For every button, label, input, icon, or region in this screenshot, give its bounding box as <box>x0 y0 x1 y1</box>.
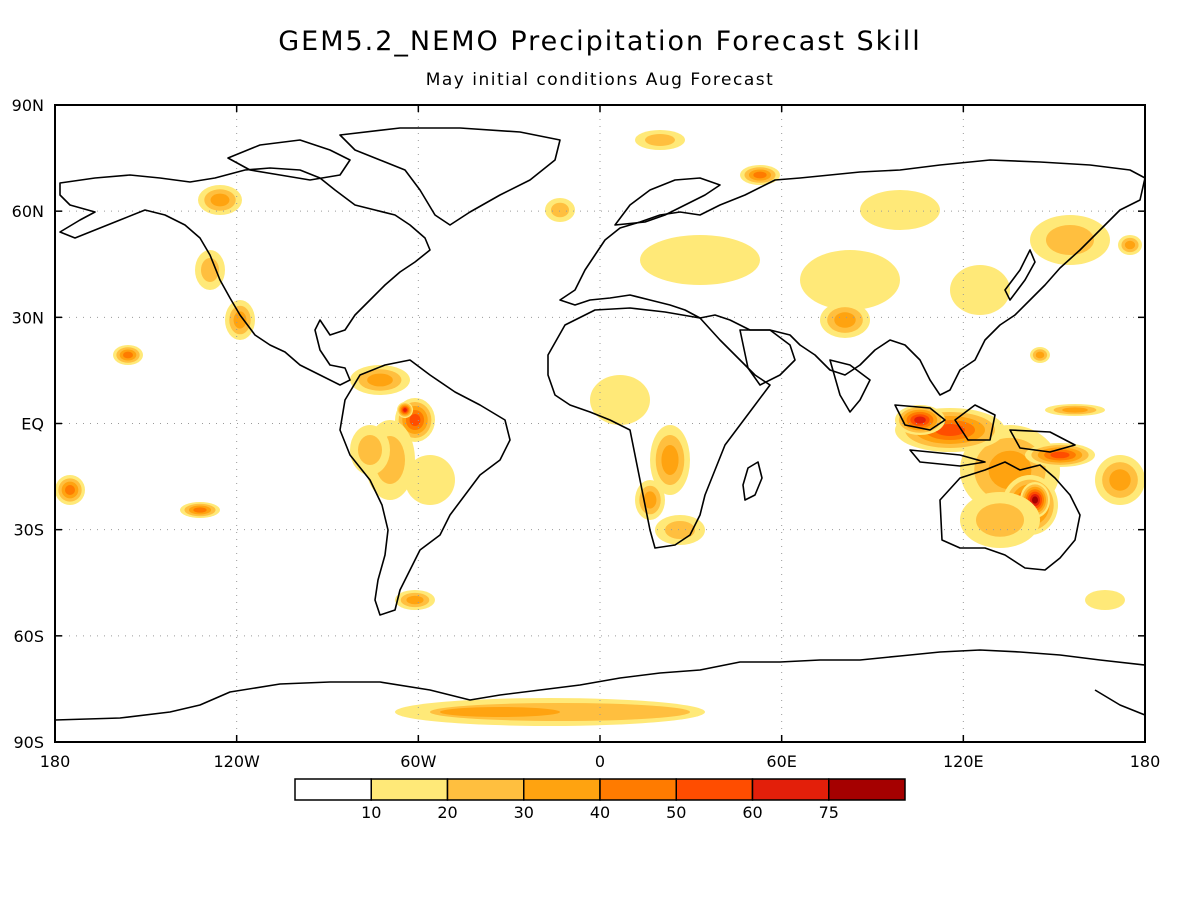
skill-patch <box>950 265 1010 315</box>
skill-patch <box>860 190 940 230</box>
skill-patch <box>405 455 455 505</box>
skill-patch <box>1035 351 1045 359</box>
skill-patch <box>193 507 207 513</box>
longitude-labels: 180 120W 60W 0 60E 120E 180 <box>40 752 1161 771</box>
lat-label: 30S <box>13 521 44 540</box>
lat-label: 90S <box>13 733 44 752</box>
skill-patch <box>1032 496 1038 504</box>
skill-patch <box>645 134 675 146</box>
lat-label: 30N <box>12 308 44 327</box>
lon-label: 120W <box>213 752 260 771</box>
colorbar-swatch <box>294 778 372 801</box>
map-title: GEM5.2_NEMO Precipitation Forecast Skill <box>278 26 922 57</box>
coastlines <box>54 127 1146 721</box>
colorbar-label: 75 <box>819 803 839 822</box>
skill-patch <box>367 373 393 387</box>
colorbar-swatch <box>675 778 754 801</box>
skill-patch <box>800 250 900 310</box>
skill-patch <box>935 424 965 436</box>
lon-label: 0 <box>595 752 605 771</box>
skill-patch <box>1109 469 1131 491</box>
colorbar-label: 10 <box>361 803 381 822</box>
skill-patch <box>201 258 219 282</box>
skill-patch <box>590 375 650 425</box>
lon-label: 180 <box>1130 752 1161 771</box>
colorbar-swatch <box>828 778 906 801</box>
colorbar-label: 20 <box>437 803 457 822</box>
axis-ticks <box>54 104 1146 743</box>
colorbar-label: 60 <box>742 803 762 822</box>
skill-patch <box>1062 407 1088 413</box>
lon-label: 180 <box>40 752 71 771</box>
skill-patch <box>753 171 767 179</box>
skill-patch <box>834 312 856 328</box>
lon-label: 120E <box>943 752 984 771</box>
skill-patch <box>1085 590 1125 610</box>
colorbar-swatch <box>446 778 525 801</box>
skill-patch <box>976 503 1024 537</box>
skill-shading <box>55 130 1145 726</box>
latitude-labels: 90N 60N 30N EQ 30S 60S 90S <box>12 96 44 752</box>
skill-patch <box>123 351 133 359</box>
skill-patch <box>643 491 657 509</box>
skill-patch <box>665 521 695 539</box>
skill-patch <box>210 193 230 207</box>
lon-label: 60W <box>400 752 436 771</box>
map-subtitle: May initial conditions Aug Forecast <box>425 70 775 90</box>
colorbar-swatch <box>523 778 601 801</box>
colorbar <box>294 778 906 801</box>
skill-patch <box>914 416 926 424</box>
skill-patch <box>65 485 75 495</box>
lon-label: 60E <box>766 752 796 771</box>
lat-label: 60N <box>12 202 44 221</box>
skill-patch <box>551 202 569 218</box>
lat-label: 90N <box>12 96 44 115</box>
colorbar-label: 40 <box>590 803 610 822</box>
colorbar-label: 30 <box>514 803 534 822</box>
skill-patch <box>1046 225 1094 255</box>
colorbar-label: 50 <box>666 803 686 822</box>
skill-patch <box>640 235 760 285</box>
skill-patch <box>1050 451 1070 459</box>
colorbar-labels: 10 20 30 40 50 60 75 <box>361 803 839 822</box>
skill-patch <box>661 445 679 475</box>
colorbar-swatch <box>599 778 677 801</box>
skill-patch <box>1124 240 1136 250</box>
skill-patch <box>403 408 407 412</box>
lat-label: EQ <box>21 415 44 434</box>
colorbar-swatch <box>370 778 449 801</box>
skill-patch <box>406 595 424 605</box>
colorbar-swatch <box>751 778 830 801</box>
skill-patch <box>358 435 382 465</box>
lat-label: 60S <box>13 627 44 646</box>
skill-patch <box>440 707 560 717</box>
